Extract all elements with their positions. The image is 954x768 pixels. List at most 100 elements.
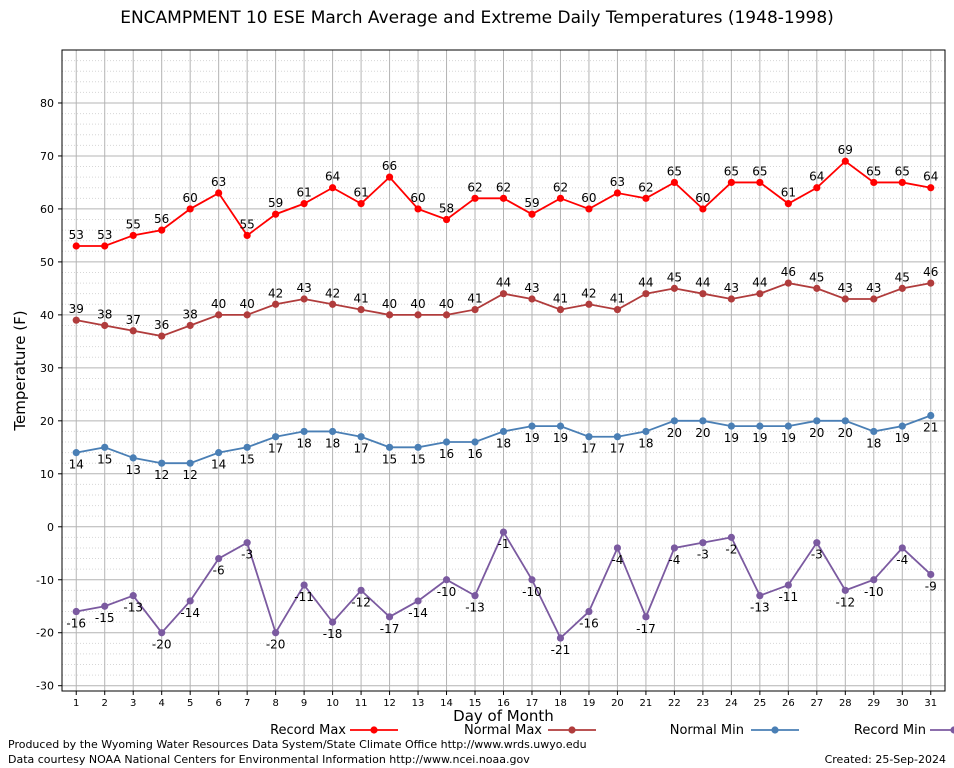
x-tick-label: 30 <box>896 698 909 709</box>
y-tick-label: 80 <box>40 97 54 110</box>
record-max-point <box>499 194 508 202</box>
normal-min-point <box>186 459 194 467</box>
record-min-data-label: -3 <box>811 548 823 562</box>
record-min-point <box>414 597 422 605</box>
x-tick-label: 28 <box>839 698 852 709</box>
x-tick-label: 13 <box>412 698 425 709</box>
record-min-data-label: -3 <box>241 548 253 562</box>
record-max-point <box>556 194 565 202</box>
created-date: Created: 25-Sep-2024 <box>824 753 946 766</box>
record-min-point <box>357 586 365 594</box>
y-tick-label: 10 <box>40 468 54 481</box>
record-min-point <box>300 581 308 589</box>
normal-min-data-label: 20 <box>695 426 710 440</box>
legend-marker-record-max <box>370 726 378 734</box>
record-max-point <box>727 178 735 187</box>
record-max-data-label: 59 <box>268 196 283 210</box>
record-min-data-label: -14 <box>408 606 428 620</box>
normal-max-point <box>841 295 849 303</box>
normal-max-data-label: 43 <box>296 281 311 295</box>
record-max-data-label: 62 <box>467 180 482 194</box>
normal-max-point <box>186 321 194 330</box>
record-max-data-label: 60 <box>581 191 596 205</box>
record-max-data-label: 62 <box>638 180 653 194</box>
record-max-point <box>158 226 166 234</box>
x-tick-label: 15 <box>469 698 482 709</box>
chart-title: ENCAMPMENT 10 ESE March Average and Extr… <box>120 8 834 28</box>
normal-min-point <box>870 427 878 436</box>
x-tick-label: 25 <box>753 698 766 709</box>
record-max-point <box>813 184 821 192</box>
record-min-data-label: -4 <box>611 553 623 567</box>
normal-max-point <box>499 290 508 298</box>
x-tick-label: 19 <box>583 698 596 709</box>
record-min-data-label: -11 <box>294 590 314 604</box>
normal-min-point <box>215 449 223 457</box>
normal-max-point <box>670 284 679 292</box>
record-max-data-label: 55 <box>240 217 255 231</box>
record-min-point <box>898 544 906 552</box>
normal-max-point <box>727 295 735 303</box>
record-min-data-label: -3 <box>697 548 709 562</box>
y-tick-label: 30 <box>40 362 54 375</box>
record-min-data-label: -20 <box>152 638 172 652</box>
record-max-data-label: 64 <box>325 170 340 184</box>
record-min-point <box>642 613 650 621</box>
normal-max-data-label: 43 <box>838 281 853 295</box>
normal-min-point <box>129 454 137 462</box>
normal-max-point <box>215 311 223 319</box>
record-max-point <box>528 210 536 218</box>
normal-max-point <box>784 279 792 287</box>
record-min-point <box>158 629 166 637</box>
normal-max-point <box>72 316 80 324</box>
record-min-point <box>385 613 394 621</box>
normal-max-point <box>585 300 593 308</box>
record-max-data-label: 65 <box>667 164 682 178</box>
x-tick-label: 4 <box>159 698 165 709</box>
record-max-point <box>186 205 194 213</box>
record-max-data-label: 65 <box>895 164 910 178</box>
normal-max-point <box>101 321 109 330</box>
record-max-data-label: 60 <box>695 191 710 205</box>
record-min-point <box>841 586 849 594</box>
normal-max-point <box>414 311 422 319</box>
record-min-data-label: -20 <box>266 638 286 652</box>
record-min-point <box>585 607 593 616</box>
normal-min-data-label: 17 <box>268 442 283 456</box>
normal-max-point <box>613 305 622 314</box>
normal-min-point <box>841 417 849 425</box>
y-tick-label: 0 <box>47 521 54 534</box>
record-max-point <box>414 205 422 213</box>
normal-min-data-label: 20 <box>809 426 824 440</box>
legend-label-record-min: Record Min <box>854 723 926 738</box>
record-min-data-label: -4 <box>668 553 680 567</box>
record-min-point <box>556 634 565 642</box>
normal-max-point <box>158 332 166 340</box>
normal-max-data-label: 40 <box>410 297 425 311</box>
normal-min-point <box>585 433 593 441</box>
normal-max-point <box>898 284 906 292</box>
record-min-data-label: -12 <box>351 595 371 609</box>
record-min-point <box>243 539 251 547</box>
normal-min-data-label: 15 <box>240 452 255 466</box>
normal-min-point <box>272 433 280 441</box>
normal-max-point <box>300 295 308 303</box>
normal-min-data-label: 18 <box>325 436 340 450</box>
x-tick-label: 9 <box>301 698 307 709</box>
normal-min-point <box>414 443 422 451</box>
normal-min-data-label: 19 <box>524 431 539 445</box>
record-max-point <box>585 205 593 213</box>
normal-max-data-label: 44 <box>638 276 653 290</box>
normal-min-point <box>813 417 821 425</box>
record-min-data-label: -2 <box>725 542 737 556</box>
record-min-point <box>72 607 80 616</box>
normal-min-data-label: 21 <box>923 421 938 435</box>
record-max-data-label: 55 <box>126 217 141 231</box>
record-max-data-label: 53 <box>97 228 112 242</box>
normal-max-data-label: 45 <box>895 270 910 284</box>
y-tick-label: -10 <box>36 574 54 587</box>
legend-marker-record-min <box>950 726 954 734</box>
record-min-point <box>328 618 337 626</box>
record-max-point <box>243 231 251 240</box>
